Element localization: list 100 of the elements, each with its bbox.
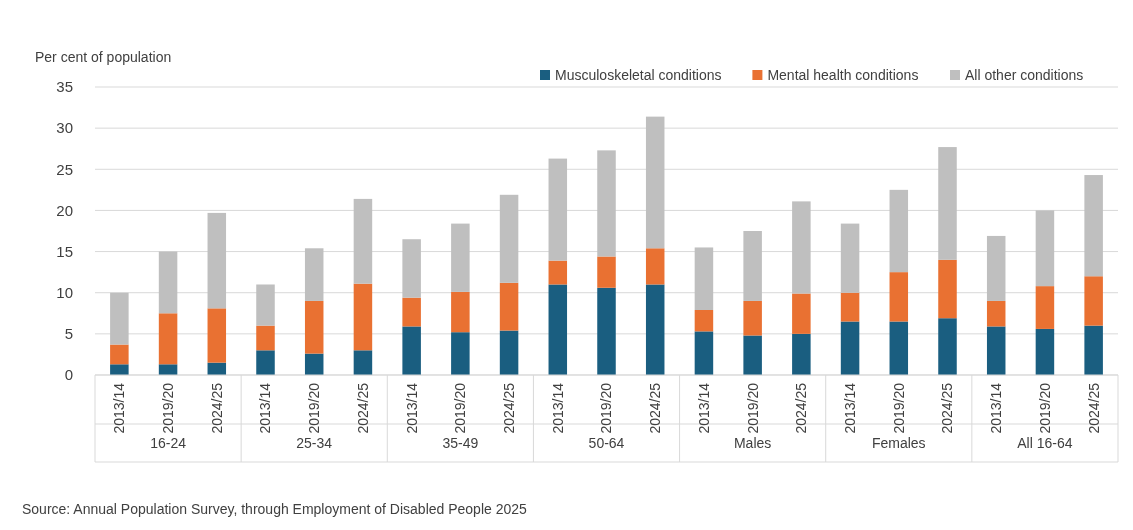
legend-label: All other conditions [965,66,1084,83]
y-tick-label: 10 [56,283,73,301]
x-tick-label: 2024/25 [939,382,956,434]
bar [451,332,470,375]
bar [743,335,762,375]
bar [597,256,616,288]
bar [402,297,421,327]
x-tick-label: 2024/25 [500,382,517,434]
x-tick-label: 2019/20 [744,382,761,434]
bar [840,292,860,322]
bar [840,223,860,293]
bar [889,272,909,322]
x-tick-label: 2019/20 [159,382,176,434]
y-tick-label: 0 [64,366,73,384]
bar [1035,328,1055,375]
y-tick-label: 30 [56,119,73,137]
x-tick-label: 2019/20 [452,382,469,434]
bar [304,300,324,354]
bar [451,291,470,333]
bar [548,284,568,375]
text: All 16-64 [1017,434,1073,451]
bar [792,293,811,334]
y-tick-label: 35 [56,78,73,96]
bar [548,158,568,261]
x-tick-label: 2024/25 [793,382,810,434]
text: 25-34 [296,434,333,451]
text: 50-64 [588,434,625,451]
x-tick-label: 2013/14 [841,382,858,434]
text: Males [733,434,772,451]
bar [402,326,421,375]
y-axis-title: Per cent of population [35,49,172,65]
bar [743,300,762,336]
bar [499,330,519,375]
bar [938,147,957,260]
bar [1035,210,1055,287]
bar [986,326,1006,375]
bar [499,194,519,283]
bar [304,248,324,301]
bar [353,283,373,351]
bar [792,333,811,375]
x-tick-label: 2019/20 [890,382,907,434]
bar [110,292,129,345]
bar [1084,325,1103,375]
bar [694,247,714,310]
text: Females [871,434,926,451]
x-tick-label: 2013/14 [549,382,566,434]
text: 35-49 [442,434,479,451]
bar [889,321,909,375]
text: 16-24 [150,434,187,451]
x-tick-label: 2024/25 [647,382,664,434]
x-tick-label: 2019/20 [598,382,615,434]
y-tick-label: 15 [56,242,73,260]
x-tick-label: 2013/14 [111,382,128,434]
bar [792,201,811,294]
bar [158,364,178,375]
bar [1035,286,1055,329]
x-tick-label: 2019/20 [1036,382,1053,434]
x-tick-label: 2013/14 [988,382,1005,434]
x-tick-label: 2013/14 [257,382,274,434]
bar [207,308,227,363]
x-tick-label: 2019/20 [306,382,323,434]
bar [548,260,568,285]
bar [304,353,324,375]
bar [645,284,665,375]
bar [158,313,178,365]
y-tick-label: 25 [56,160,73,178]
x-tick-label: 2024/25 [208,382,225,434]
bar [986,300,1006,327]
y-tick-label: 5 [64,325,73,343]
bar [694,331,714,375]
x-tick-label: 2013/14 [695,382,712,434]
bar [402,239,421,298]
bar [207,212,227,309]
bar [1084,276,1103,326]
legend-label: Musculoskeletal conditions [555,66,722,83]
bar [158,251,178,314]
x-tick-label: 2024/25 [354,382,371,434]
bar [256,325,275,351]
bar [645,248,665,285]
bar [986,235,1006,301]
bar [597,287,616,375]
bar [110,344,129,365]
bar [938,318,957,375]
bar [353,198,373,284]
bar [499,282,519,331]
x-tick-label: 2024/25 [1085,382,1102,434]
bar [597,150,616,257]
legend-label: Mental health conditions [767,66,919,83]
x-tick-label: 2013/14 [403,382,420,434]
bar [840,321,860,375]
bar [645,116,665,249]
bar [889,189,909,273]
bar [256,350,275,375]
bar [353,350,373,375]
bar [743,231,762,301]
bar [694,309,714,332]
bar [256,284,275,326]
bar [110,364,129,375]
source-note: Source: Annual Population Survey, through Employment of Disabled People 2025 [22,501,528,517]
y-tick-label: 20 [56,201,73,219]
